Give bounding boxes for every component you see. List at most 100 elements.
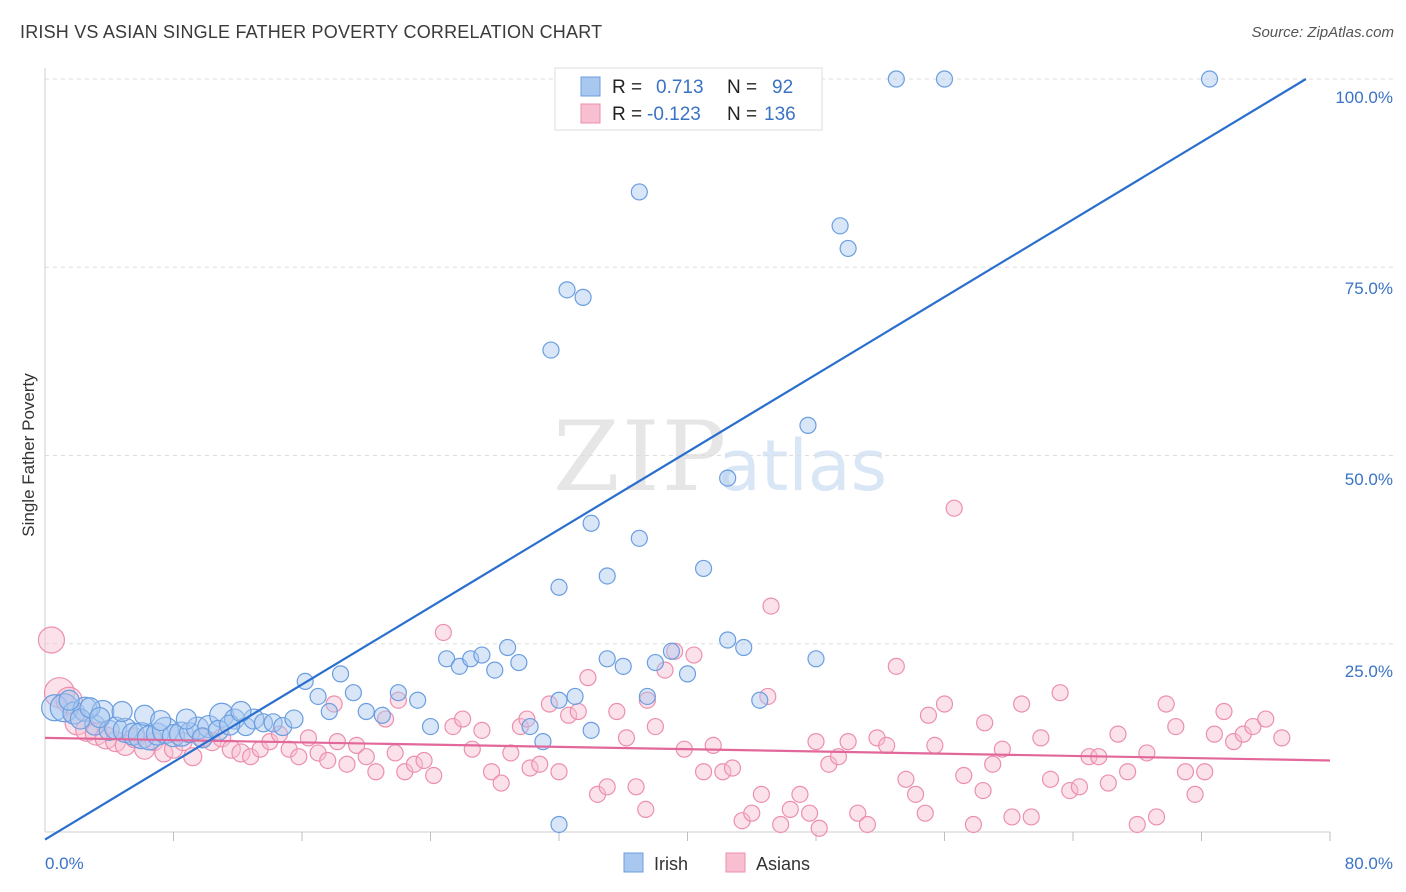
asian-point [704, 736, 722, 755]
irish-point [831, 217, 849, 235]
asian-point [974, 781, 992, 800]
irish-trend-line [44, 78, 1307, 841]
watermark: ZIP atlas [553, 401, 887, 513]
watermark-zip: ZIP [553, 401, 728, 513]
asian-point [897, 770, 915, 788]
x-tick-80: 80.0% [1345, 854, 1393, 873]
asian-point [993, 740, 1011, 758]
asian-point [473, 721, 491, 739]
irish-point [582, 721, 600, 739]
asian-point [887, 657, 905, 675]
asian-point [807, 733, 825, 751]
irish-point [550, 578, 568, 596]
y-tick-labels: 25.0% 50.0% 75.0% 100.0% [1335, 88, 1393, 681]
irish-point [735, 638, 753, 657]
irish-point [887, 70, 905, 88]
irish-point [1200, 70, 1219, 88]
asian-point [1012, 695, 1031, 713]
asian-point [1061, 781, 1079, 800]
asian-point [348, 736, 366, 755]
irish-point [598, 650, 616, 668]
asian-point [1196, 763, 1214, 781]
x-tick-labels: 0.0% 80.0% [45, 854, 1393, 873]
irish-point [230, 700, 252, 723]
asian-point [463, 740, 481, 758]
asian-point [1244, 717, 1262, 736]
legend-irish-swatch [580, 76, 601, 97]
asian-point [638, 691, 656, 709]
asian-point [579, 669, 597, 687]
irish-point [462, 650, 480, 668]
irish-point [542, 341, 560, 359]
irish-point [510, 653, 528, 672]
y-axis-title: Single Father Poverty [19, 373, 38, 537]
asian-point [1128, 815, 1146, 834]
asian-point [550, 763, 568, 781]
irish-point [638, 687, 656, 706]
asian-point [328, 733, 346, 751]
asian-point [723, 759, 742, 777]
y-tick-25: 25.0% [1345, 662, 1393, 681]
irish-point [284, 709, 304, 729]
y-tick-75: 75.0% [1345, 279, 1393, 298]
legend-irish-n-value: 92 [772, 77, 793, 98]
asian-point [290, 748, 308, 766]
asian-point [231, 743, 251, 763]
irish-point [263, 713, 283, 733]
irish-point [558, 281, 576, 299]
asian-point [1138, 744, 1156, 762]
irish-point [719, 469, 737, 487]
irish-point [273, 716, 293, 737]
asian-point [849, 804, 867, 822]
asian-point [646, 717, 664, 736]
irish-point [598, 567, 616, 585]
asian-point [37, 626, 66, 654]
watermark-atlas: atlas [718, 425, 887, 507]
asian-point [878, 736, 896, 755]
asian-point [1176, 763, 1195, 781]
asian-point [1041, 770, 1060, 788]
irish-point [58, 689, 80, 711]
asian-point [984, 755, 1002, 773]
asian-point [608, 702, 626, 721]
asian-point [627, 778, 645, 796]
asian-point [367, 763, 385, 781]
asian-point [759, 687, 777, 706]
asian-point [762, 597, 780, 615]
asian-point [415, 751, 433, 770]
asian-point [1186, 785, 1204, 803]
asian-point [1119, 763, 1137, 781]
asian-point [1157, 695, 1175, 713]
x-axis-ticks [173, 832, 1331, 841]
legend-irish-n-label: N = [727, 77, 757, 98]
irish-point [133, 704, 156, 726]
bottom-legend-irish-swatch [623, 852, 644, 873]
irish-point [89, 706, 111, 729]
irish-point [582, 514, 600, 532]
irish-point [331, 665, 350, 683]
asian-point [569, 702, 587, 721]
asian-point [1070, 778, 1089, 796]
irish-point [614, 657, 632, 675]
asian-point [858, 815, 877, 834]
asian-point [976, 714, 994, 732]
irish-point [150, 709, 172, 732]
irish-point [751, 691, 769, 709]
irish-point [320, 702, 338, 721]
series-legend: Irish Asians [623, 852, 810, 874]
irish-point [175, 708, 197, 730]
asian-point [839, 733, 857, 751]
source-credit: Source: ZipAtlas.com [1251, 24, 1394, 41]
legend-irish-r-label: R = [612, 77, 642, 98]
irish-point [550, 815, 568, 834]
asian-point [800, 804, 819, 822]
asian-point [791, 785, 809, 803]
asian-point [743, 804, 761, 822]
irish-point [373, 706, 391, 724]
legend-asian-r-label: R = [612, 104, 642, 125]
legend-irish-r-value: 0.713 [656, 77, 704, 98]
irish-point [421, 717, 440, 736]
irish-point [550, 691, 568, 709]
asian-point [1205, 725, 1223, 743]
asian-point [916, 804, 934, 822]
